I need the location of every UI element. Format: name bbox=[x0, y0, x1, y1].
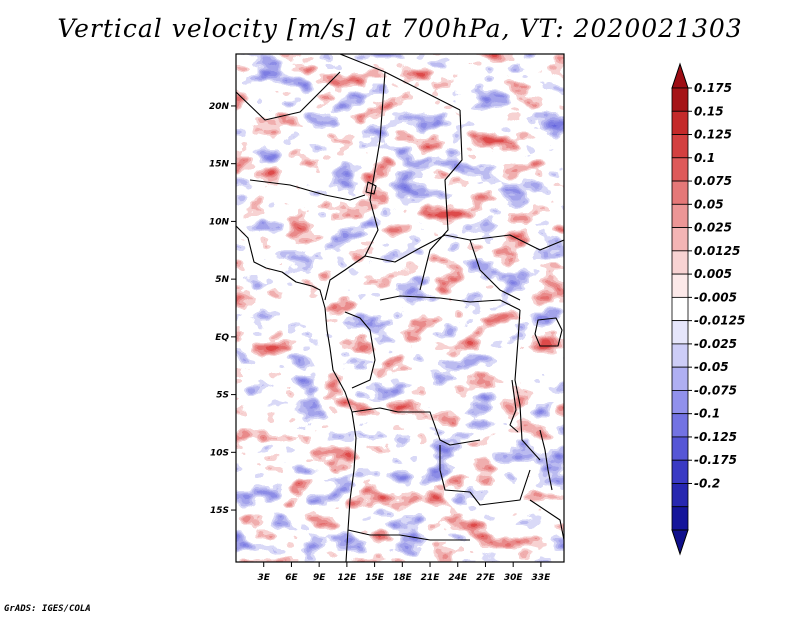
colorbar-swatch bbox=[671, 459, 689, 484]
x-tick-label: 9E bbox=[313, 573, 326, 583]
colorbar-swatch bbox=[671, 250, 689, 275]
colorbar-label: -0.075 bbox=[694, 383, 737, 397]
colorbar-swatch bbox=[671, 436, 689, 461]
colorbar-swatch bbox=[671, 110, 689, 135]
border-angola-zambia bbox=[439, 445, 471, 493]
colorbar-swatch bbox=[671, 506, 689, 531]
x-tick-label: 6E bbox=[285, 573, 298, 583]
x-tick-label: 12E bbox=[338, 573, 358, 583]
x-tick-label: 18E bbox=[393, 573, 413, 583]
colorbar-swatch bbox=[671, 273, 689, 298]
y-tick-label: EQ bbox=[215, 333, 229, 343]
border-lake-tanganyika bbox=[509, 379, 519, 433]
colorbar-label: -0.125 bbox=[694, 430, 737, 444]
x-tick-label: 33E bbox=[532, 573, 552, 583]
lake-chad bbox=[365, 181, 377, 195]
border-angola-namibia bbox=[347, 529, 470, 541]
colorbar-swatch bbox=[671, 134, 689, 159]
border-zambia-east bbox=[469, 469, 531, 506]
map-frame bbox=[235, 53, 565, 563]
lake-victoria bbox=[534, 317, 563, 347]
colorbar-swatch bbox=[671, 296, 689, 322]
border-sudan-south bbox=[469, 234, 564, 251]
country-borders bbox=[236, 54, 564, 562]
border-lake-malawi bbox=[539, 429, 553, 491]
x-tick-label: 27E bbox=[476, 573, 496, 583]
colorbar-swatch bbox=[671, 320, 689, 345]
map-plot: 3E 6E 9E 12E 15E 18E 21E 24E 27E 30E 33E 20N 15N 10N… bbox=[209, 53, 565, 583]
colorbar-swatch bbox=[671, 343, 689, 368]
border-niger-chad bbox=[364, 71, 386, 257]
border-algeria-niger bbox=[236, 71, 341, 121]
y-tick-label: 10S bbox=[210, 448, 229, 458]
colorbar-label: 0.0125 bbox=[694, 244, 740, 258]
x-tick-label: 30E bbox=[504, 573, 524, 583]
plot-title: Vertical velocity [m/s] at 700hPa, VT: 2… bbox=[57, 14, 743, 43]
colorbar-label: 0.005 bbox=[694, 267, 732, 281]
colorbar-label: -0.0125 bbox=[694, 314, 745, 328]
border-mozambique bbox=[529, 499, 564, 541]
vertical-velocity-field bbox=[236, 54, 564, 562]
colorbar-label: -0.005 bbox=[694, 290, 737, 304]
colorbar-swatch bbox=[671, 87, 689, 112]
coastline bbox=[236, 225, 357, 562]
colorbar-label: 0.1 bbox=[694, 151, 715, 165]
y-tick-label: 10N bbox=[209, 217, 230, 227]
border-angola-drc bbox=[351, 407, 481, 446]
y-tick-label: 15N bbox=[209, 160, 230, 170]
colorbar-label: -0.2 bbox=[694, 476, 720, 490]
colorbar-label: -0.1 bbox=[694, 407, 720, 421]
colorbar-swatch bbox=[671, 366, 689, 391]
y-axis: 20N 15N 10N 5N EQ 5S 10S 15S bbox=[209, 102, 236, 516]
y-tick-label: 5S bbox=[216, 391, 229, 401]
border-niger-nigeria bbox=[249, 179, 366, 201]
grads-credit: GrADS: IGES/COLA bbox=[4, 604, 91, 614]
colorbar-top-arrow bbox=[671, 62, 689, 89]
colorbar-bottom-arrow bbox=[671, 529, 689, 556]
border-chad-sudan bbox=[419, 109, 463, 291]
border-car-south bbox=[379, 295, 521, 311]
x-tick-label: 3E bbox=[258, 573, 271, 583]
colorbar-label: 0.125 bbox=[694, 128, 732, 142]
colorbar-swatch bbox=[671, 413, 689, 438]
colorbar-swatch bbox=[671, 157, 689, 182]
colorbar-label: 0.175 bbox=[694, 81, 732, 95]
colorbar-label: -0.025 bbox=[694, 337, 737, 351]
border-nigeria-cameroon bbox=[324, 255, 366, 301]
y-tick-label: 15S bbox=[210, 506, 229, 516]
colorbar-swatch bbox=[671, 180, 689, 205]
border-drc-east bbox=[514, 309, 541, 461]
x-tick-label: 21E bbox=[421, 573, 441, 583]
colorbar-swatch bbox=[671, 390, 689, 415]
border-car-north bbox=[364, 234, 521, 301]
colorbar-label: 0.025 bbox=[694, 221, 732, 235]
colorbar-label: -0.175 bbox=[694, 453, 737, 467]
colorbar-label: 0.15 bbox=[694, 104, 724, 118]
x-tick-label: 24E bbox=[448, 573, 468, 583]
colorbar-label: 0.075 bbox=[694, 174, 732, 188]
colorbar-label: 0.05 bbox=[694, 197, 724, 211]
colorbar-label: -0.05 bbox=[694, 360, 729, 374]
colorbar-swatch bbox=[671, 203, 689, 228]
x-tick-label: 15E bbox=[365, 573, 385, 583]
x-axis: 3E 6E 9E 12E 15E 18E 21E 24E 27E 30E 33E bbox=[258, 562, 552, 583]
colorbar-swatch bbox=[671, 227, 689, 252]
colorbar: 0.175 0.15 0.125 0.1 0.075 0.05 0.025 0.0125 0.0… bbox=[671, 62, 745, 556]
border-congo bbox=[344, 311, 376, 389]
y-tick-label: 20N bbox=[209, 102, 230, 112]
colorbar-swatch bbox=[671, 483, 689, 508]
y-tick-label: 5N bbox=[215, 275, 229, 285]
